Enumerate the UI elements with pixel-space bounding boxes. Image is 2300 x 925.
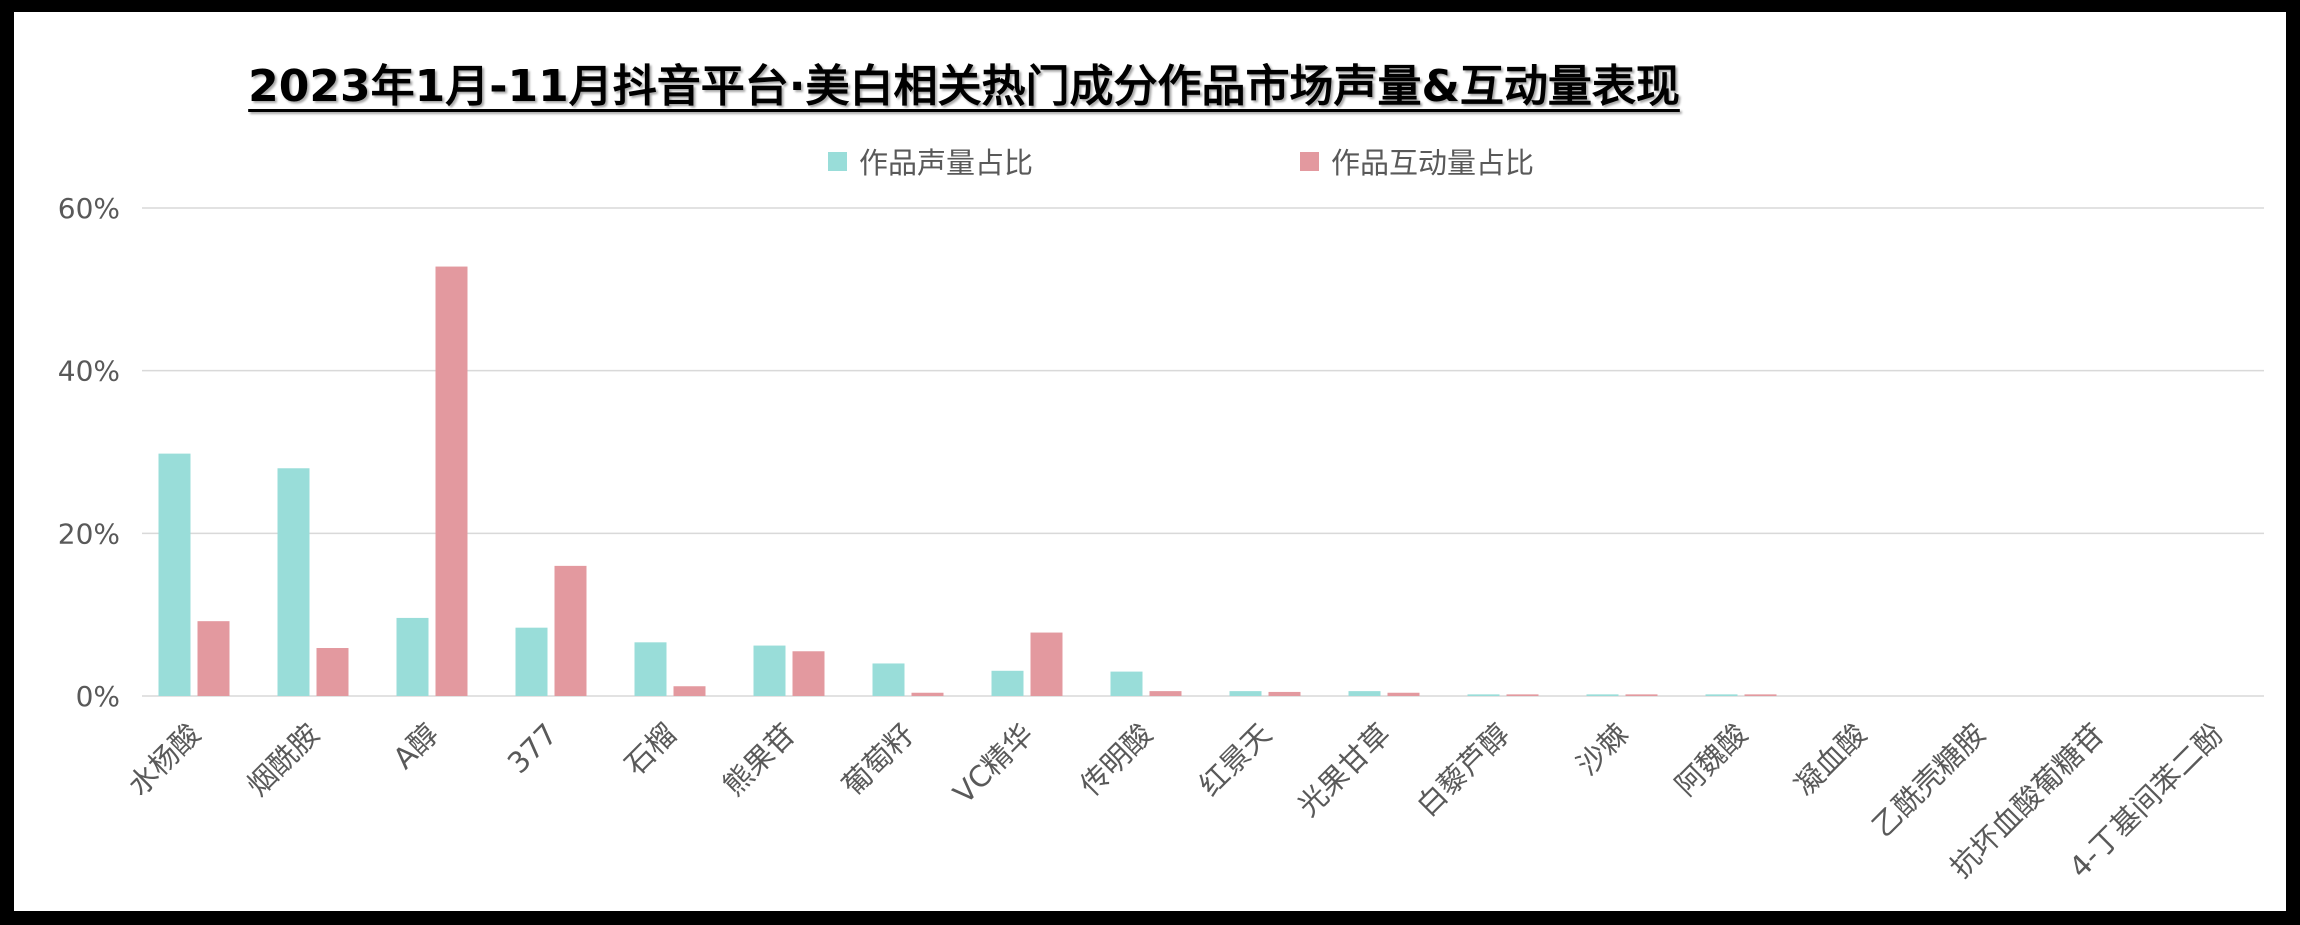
bar-series-1 [1229,691,1262,696]
legend-item-series-2: 作品互动量占比 [1300,140,1534,182]
bar-series-1 [753,645,786,696]
x-tick-label: 沙棘 [1570,717,1635,782]
bar-series-1 [1110,671,1143,696]
legend-swatch-series-2 [1300,151,1319,171]
chart-frame: 2023年1月-11月抖音平台·美白相关热门成分作品市场声量&互动量表现 作品声… [14,12,2286,911]
x-tick-label: VC精华 [947,717,1040,810]
bar-series-2 [1744,694,1777,696]
bar-series-2 [197,621,230,696]
bar-series-1 [872,663,905,696]
bar-series-1 [634,642,667,696]
x-tick-label: 阿魏酸 [1668,717,1754,803]
x-tick-label: 水杨酸 [121,717,207,803]
bar-series-2 [1149,691,1182,696]
bar-series-1 [1586,694,1619,696]
bar-series-2 [1030,632,1063,696]
legend: 作品声量占比 作品互动量占比 [14,140,2286,180]
x-tick-label: 熊果苷 [716,717,802,803]
x-tick-label: 377 [501,717,564,780]
x-tick-label: A醇 [386,717,445,776]
bar-series-1 [991,670,1024,696]
x-tick-label: 红景天 [1192,717,1278,803]
bar-series-1 [158,453,191,696]
bar-series-1 [396,617,429,696]
y-tick-label: 0% [76,680,120,713]
bar-series-2 [1506,694,1539,696]
x-tick-label: 石榴 [618,717,683,782]
bar-series-2 [435,266,468,696]
bar-series-1 [1467,694,1500,696]
legend-swatch-series-1 [828,151,847,171]
bar-series-2 [911,692,944,696]
bar-series-2 [1625,694,1658,696]
legend-label-series-2: 作品互动量占比 [1331,146,1535,180]
x-tick-label: 白藜芦醇 [1410,717,1516,823]
bar-series-2 [673,686,706,696]
x-tick-label: 传明酸 [1073,717,1159,803]
legend-item-series-1: 作品声量占比 [828,140,1033,182]
x-tick-label: 光果甘草 [1291,717,1397,823]
bar-series-2 [1387,692,1420,696]
bar-series-1 [1705,694,1738,696]
bar-series-1 [515,627,548,696]
x-tick-label: 乙酰壳糖胺 [1865,717,1992,844]
x-tick-label: 凝血酸 [1787,717,1873,803]
chart-title: 2023年1月-11月抖音平台·美白相关热门成分作品市场声量&互动量表现 [248,61,1680,112]
bar-series-2 [316,648,349,696]
y-tick-label: 40% [58,355,120,388]
plot-area: 0% 20% 40% 60% 水杨酸 烟酰胺 A醇 377 石榴 熊果苷 葡萄籽 VC精华 传明酸 红景天… [58,192,2264,885]
bar-series-2 [554,565,587,696]
bar-series-1 [277,468,310,696]
bar-series-2 [792,651,825,696]
legend-label-series-1: 作品声量占比 [859,146,1034,180]
y-tick-label: 60% [58,192,120,225]
x-tick-label: 葡萄籽 [835,717,921,803]
bar-series-2 [1268,691,1301,696]
x-tick-label: 烟酰胺 [240,717,326,803]
y-tick-label: 20% [58,517,120,550]
bar-series-1 [1348,691,1381,696]
